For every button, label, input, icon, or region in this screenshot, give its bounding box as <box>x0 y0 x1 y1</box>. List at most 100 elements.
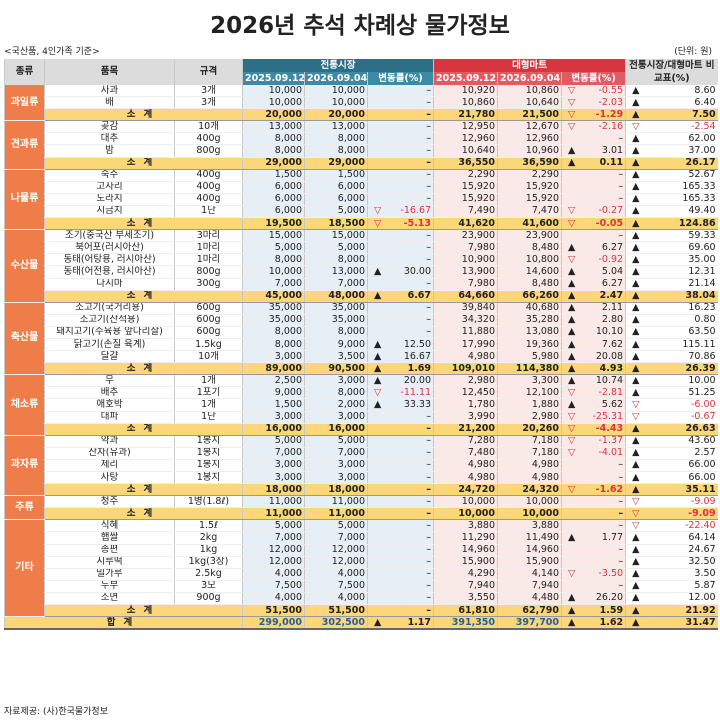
mart-price-2025: 21,200 <box>433 422 498 436</box>
change-value: – <box>426 411 432 423</box>
change-value: 165.33 <box>682 181 716 193</box>
item-spec: 400g <box>174 132 243 146</box>
trad-price-2025: 3,000 <box>242 471 305 485</box>
mart-change: ▽ -0.55 <box>561 85 626 98</box>
trad-price-2025: 11,000 <box>242 507 305 521</box>
trad-price-2025: 11,000 <box>242 495 305 509</box>
trad-change: ▲ 20.00 <box>366 374 434 388</box>
item-spec: 400g <box>174 181 243 194</box>
item-name: 사탕 <box>44 471 175 485</box>
mart-change: ▽ -4.43 <box>561 422 626 436</box>
compare-rate: ▲ 165.33 <box>625 181 718 194</box>
compare-rate: ▲ 26.63 <box>625 422 718 436</box>
subtotal-row: 소계 11,000 11,000–10,000 10,000– ▽ -9.09 <box>5 507 718 521</box>
item-spec: 1병(1.8ℓ) <box>174 495 243 509</box>
change-direction-icon: ▲ <box>568 290 576 302</box>
change-value: – <box>426 544 432 556</box>
trad-price-2026: 3,000 <box>304 411 368 424</box>
change-direction-icon: ▲ <box>632 386 640 398</box>
trad-change: ▲ 1.69 <box>366 362 434 376</box>
item-name: 숙주 <box>44 169 175 182</box>
change-direction-icon: ▲ <box>632 217 640 229</box>
trad-change: – <box>366 580 434 593</box>
change-value: 63.50 <box>688 326 716 338</box>
compare-rate: ▲ 69.60 <box>625 241 718 255</box>
change-value: 24.67 <box>688 544 716 556</box>
mart-price-2026: 114,380 <box>497 362 562 376</box>
table-row: 축산물 소고기(국거리용) 600g 35,000 35,000–39,840 40,68… <box>4 302 718 376</box>
trad-price-2026: 9,000 <box>304 338 368 352</box>
item-spec: 1봉지 <box>174 435 243 448</box>
table-row: 견과류 곶감 10개 13,000 13,000–12,950 12,670 ▽ -2.16 ▽… <box>4 120 718 170</box>
mart-price-2025: 23,900 <box>433 229 498 243</box>
item-name: 다시마 <box>44 278 175 291</box>
trad-change: – <box>366 314 434 327</box>
mart-price-2026: 23,900 <box>497 229 562 243</box>
mart-price-2025: 11,880 <box>433 326 498 339</box>
mart-change: ▲ 5.62 <box>561 398 626 412</box>
change-value: – <box>426 85 432 96</box>
change-value: – <box>618 580 624 592</box>
trad-price-2026: 3,000 <box>304 459 368 473</box>
change-value: 7.50 <box>692 108 716 120</box>
compare-rate: ▲ 16.23 <box>625 302 718 315</box>
item-spec: 2.5kg <box>174 568 243 581</box>
mart-change: ▽ -2.03 <box>561 96 626 110</box>
trad-price-2025: 6,000 <box>242 181 305 194</box>
change-direction-icon: ▲ <box>632 592 640 604</box>
table-row: 수산물 조기(중국산 부세조기) 3마리 15,000 15,000–23,900 23,… <box>4 229 718 303</box>
trad-price-2026: 2,000 <box>304 398 368 412</box>
item-spec: 800g <box>174 265 243 279</box>
trad-price-2026: 8,000 <box>304 326 368 339</box>
change-value: – <box>426 132 432 144</box>
trad-price-2026: 13,000 <box>304 265 368 279</box>
change-value: – <box>426 278 432 290</box>
trad-price-2026: 11,000 <box>304 495 368 509</box>
mart-change: ▽ -1.29 <box>561 108 626 122</box>
mart-price-2025: 7,280 <box>433 435 498 448</box>
item-spec: 1봉지 <box>174 471 243 485</box>
change-value: 3.50 <box>694 568 716 580</box>
mart-price-2025: 4,290 <box>433 568 498 581</box>
change-value: 5.87 <box>694 580 716 592</box>
item-spec: 3개 <box>174 85 243 98</box>
change-value: – <box>618 507 624 519</box>
table-row: 동태(어탕용, 러시아산) 1마리 8,000 8,000–10,900 10,800 ▽… <box>5 253 718 267</box>
change-value: 12.50 <box>403 338 432 350</box>
change-value: 16.23 <box>688 302 716 314</box>
category-label: 축산물 <box>4 302 45 376</box>
change-direction-icon: ▽ <box>568 386 576 398</box>
change-value: 64.14 <box>688 532 716 544</box>
change-value: 70.86 <box>688 350 716 362</box>
trad-change: – <box>366 278 434 291</box>
change-value: -6.00 <box>690 398 716 410</box>
change-direction-icon: ▲ <box>632 290 640 302</box>
trad-price-2025: 7,000 <box>242 447 305 460</box>
trad-price-2025: 5,000 <box>242 435 305 448</box>
change-value: 10.74 <box>595 374 624 386</box>
mart-price-2026: 41,600 <box>497 217 562 231</box>
compare-rate: ▲ 26.17 <box>625 156 718 170</box>
trad-price-2025: 1,500 <box>242 169 305 182</box>
change-value: – <box>618 519 624 531</box>
trad-price-2026: 12,000 <box>304 556 368 569</box>
trad-price-2026: 5,000 <box>304 205 368 219</box>
change-direction-icon: ▲ <box>632 241 640 253</box>
subtotal-label: 소계 <box>44 507 243 521</box>
item-spec: 1마리 <box>174 241 243 255</box>
subtotal-row: 소계 45,000 48,000 ▲ 6.67 64,660 66,260 ▲ 2.47 ▲ 38.… <box>5 289 718 303</box>
trad-price-2026: 20,000 <box>304 108 368 122</box>
change-direction-icon: ▲ <box>632 435 640 447</box>
mart-price-2025: 10,860 <box>433 96 498 110</box>
change-value: – <box>426 435 432 447</box>
mart-change: ▽ -0.05 <box>561 217 626 231</box>
compare-rate: ▲ 115.11 <box>625 338 718 352</box>
mart-price-2025: 41,620 <box>433 217 498 231</box>
item-name: 사과 <box>44 85 175 98</box>
item-spec: 1개 <box>174 374 243 388</box>
subtotal-row: 소계 51,500 51,500–61,810 62,790 ▲ 1.59 ▲ 21.92 <box>5 604 718 618</box>
change-value: – <box>426 568 432 580</box>
trad-price-2025: 35,000 <box>242 302 305 315</box>
mart-price-2025: 12,960 <box>433 132 498 146</box>
mart-price-2025: 7,980 <box>433 278 498 291</box>
